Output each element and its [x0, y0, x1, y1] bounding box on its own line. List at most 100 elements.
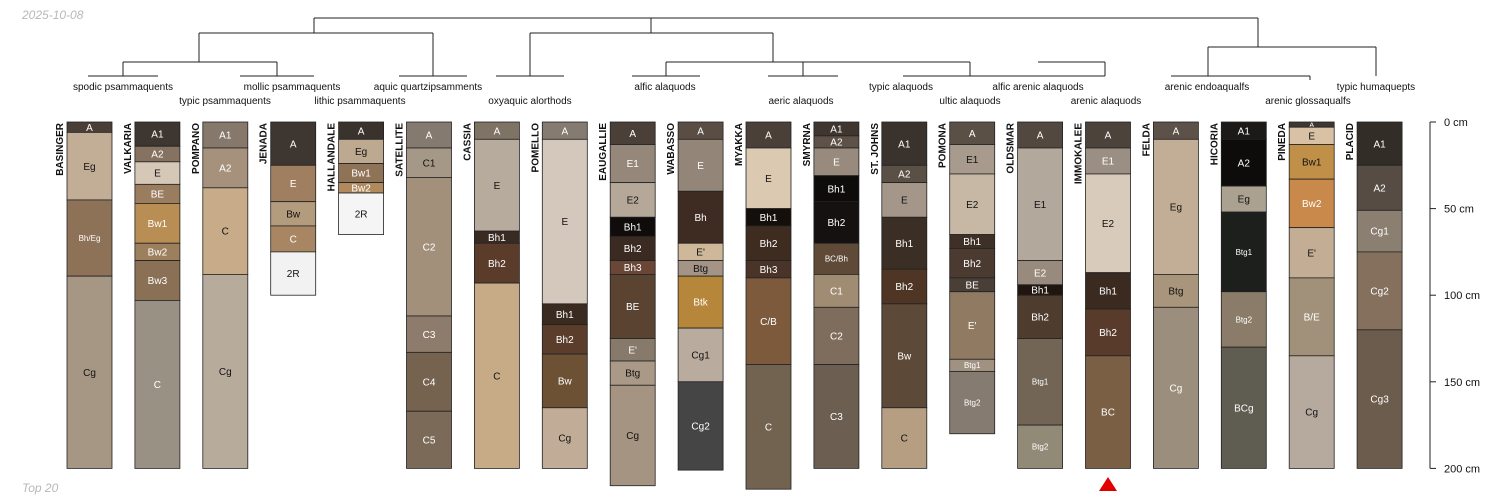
horizon-block [1288, 355, 1335, 469]
horizon: Btk [677, 275, 724, 329]
horizon-block [66, 199, 113, 277]
horizon: E [677, 138, 724, 192]
horizon-block [813, 306, 860, 365]
horizon: Bh1 [881, 216, 928, 270]
profile-name: HALLANDALE [327, 123, 338, 192]
horizon: E1 [1017, 147, 1063, 261]
horizon: BC/Bh [813, 242, 860, 275]
horizon-block [609, 144, 656, 184]
horizon: C [270, 225, 317, 253]
horizon-block [609, 384, 656, 487]
horizon-block [406, 121, 452, 149]
profile-name: CASSIA [462, 123, 473, 161]
horizon-label: E2 [966, 200, 979, 211]
horizon-block [745, 364, 792, 490]
horizon: E' [1288, 227, 1335, 279]
horizon: C [881, 407, 928, 469]
horizon: Bw2 [1288, 178, 1335, 229]
horizon: Cg3 [1356, 329, 1403, 469]
horizon-label: E [697, 161, 704, 172]
horizon: A2 [1356, 164, 1403, 211]
horizon-label: A2 [151, 150, 164, 161]
horizon-block [1017, 147, 1063, 261]
horizon-label: Bh2 [760, 239, 778, 250]
horizon-label: Cg [626, 431, 639, 442]
horizon: A [1017, 121, 1063, 149]
horizon-label: Btk [693, 298, 708, 309]
horizon-label: A1 [1373, 139, 1386, 150]
horizon-label: C5 [423, 435, 436, 446]
horizon-label: A1 [151, 130, 164, 141]
horizon: C2 [406, 177, 452, 317]
horizon-label: E1 [1102, 157, 1115, 168]
horizon-block [745, 121, 792, 149]
horizon-block [677, 190, 724, 244]
horizon-block [1153, 274, 1199, 308]
horizon: Bh [677, 190, 724, 244]
horizon-block [406, 351, 452, 412]
horizon-label: Btg [693, 264, 708, 275]
horizon-label: Bh3 [760, 265, 778, 276]
horizon: Bh2 [1017, 294, 1063, 339]
horizon: Btg [609, 360, 656, 386]
soil-profile: CASSIA A E Bh1 Bh2 C [462, 121, 520, 469]
soil-profile: HICORIA A1 A2 Eg Btg1 Btg2 BCg [1209, 121, 1267, 469]
horizon-label: Cg2 [1370, 286, 1389, 297]
horizon-label: A1 [219, 131, 232, 142]
horizon-block [813, 242, 860, 275]
horizon: A2 [1220, 138, 1267, 187]
horizon-label: E [154, 169, 161, 180]
horizon: Bw [270, 201, 317, 227]
horizon: Bh3 [609, 260, 656, 275]
horizon: E [881, 182, 928, 218]
horizon-label: E' [696, 248, 705, 259]
horizon-block [1085, 173, 1131, 274]
horizon: A1 [881, 121, 928, 166]
horizon: Bw [881, 303, 928, 409]
horizon-label: C [765, 422, 772, 433]
horizon: E1 [609, 144, 656, 184]
horizon: Cg [541, 407, 588, 469]
horizon-label: Eg [1170, 202, 1182, 213]
horizon-label: Bh1 [828, 184, 846, 195]
horizon-label: Bh2 [1099, 328, 1117, 339]
horizon: A [406, 121, 452, 149]
horizon-block [949, 144, 996, 175]
profile-name: ST. JOHNS [870, 123, 881, 175]
profile-name: POMPANO [191, 123, 202, 174]
horizon-label: Bh1 [488, 233, 506, 244]
horizon-label: C [154, 380, 161, 391]
horizon-label: Bw2 [351, 183, 371, 194]
horizon: Bw [541, 353, 588, 409]
horizon-block [202, 121, 249, 149]
horizon-block [1085, 121, 1131, 149]
horizon: Bh1 [473, 230, 520, 244]
horizon-label: E [1308, 131, 1315, 142]
horizon: C2 [813, 306, 860, 365]
horizon: B/E [1288, 277, 1335, 357]
horizon-label: A [426, 131, 433, 142]
soil-profile: IMMOKALEE A E1 E2 Bh1 Bh2 BC [1074, 121, 1131, 491]
horizon-label: A [1309, 120, 1314, 129]
horizon-block [1153, 306, 1199, 469]
horizon-block [1220, 138, 1267, 187]
horizon-label: Bh1 [1031, 286, 1049, 297]
horizon-label: Bh1 [963, 237, 981, 248]
horizon-label: A [1105, 131, 1112, 142]
horizon-label: Bh1 [624, 222, 642, 233]
taxon-label: arenic glossaqualfs [1265, 96, 1351, 107]
horizon-label: 2R [355, 209, 368, 220]
horizon-block [134, 260, 181, 301]
horizon-label: Bw3 [148, 276, 168, 287]
horizon-label: Cg [1305, 408, 1318, 419]
horizon-label: A [494, 126, 501, 137]
horizon-label: Btg [1168, 286, 1183, 297]
horizon-label: Cg [558, 434, 571, 445]
horizon-label: Bh1 [760, 213, 778, 224]
horizon: A [949, 121, 996, 145]
horizon: A1 [134, 121, 181, 147]
profile-name: IMMOKALEE [1074, 123, 1085, 184]
soil-profile: HALLANDALE A Eg Bw1 Bw2 2R [327, 121, 385, 235]
horizon: Bh2 [1085, 308, 1131, 357]
